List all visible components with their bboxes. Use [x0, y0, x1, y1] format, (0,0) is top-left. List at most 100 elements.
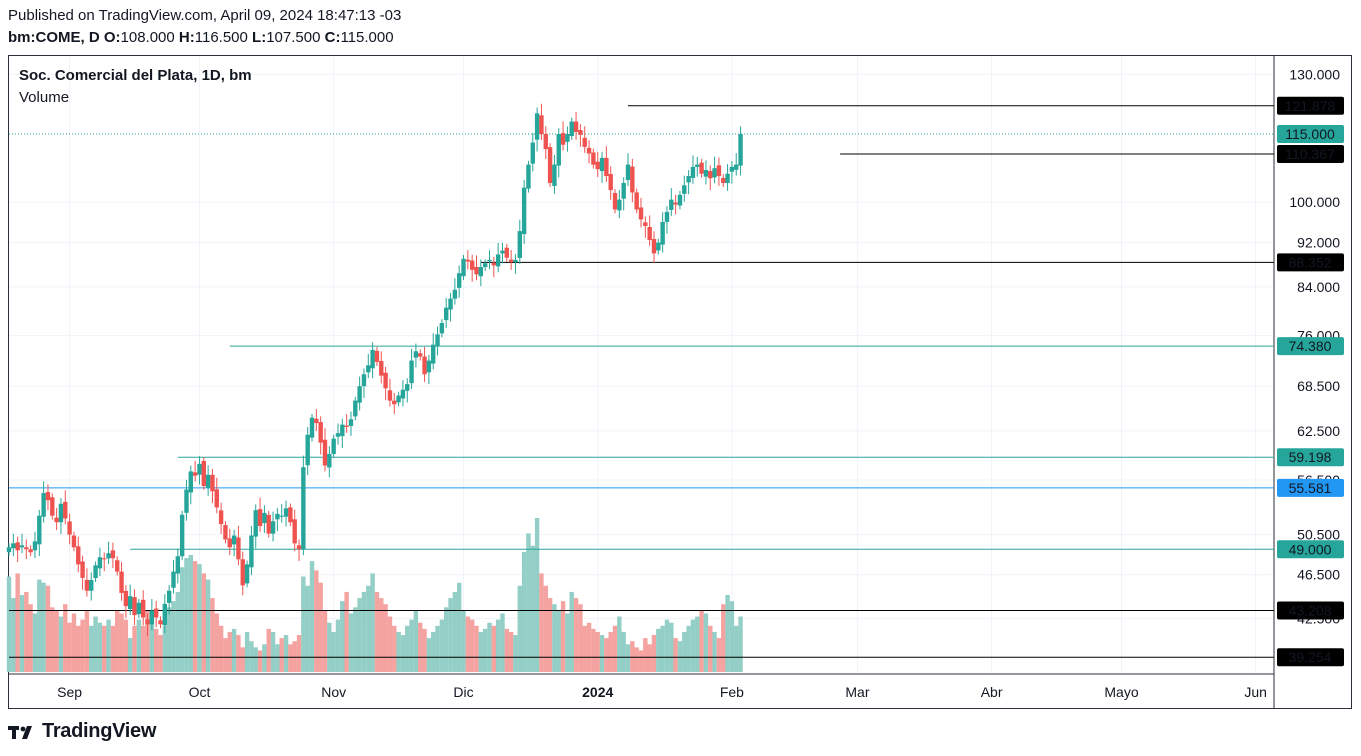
candle-body[interactable] — [478, 267, 484, 277]
candle-body[interactable] — [625, 164, 631, 181]
price-tag[interactable] — [1277, 96, 1344, 115]
candle-body[interactable] — [448, 298, 453, 310]
candle-body[interactable] — [11, 543, 16, 549]
candle-body[interactable] — [556, 134, 561, 166]
candle-body[interactable] — [582, 137, 587, 147]
candle-body[interactable] — [456, 273, 462, 288]
candle-body[interactable] — [331, 438, 336, 454]
candle-body[interactable] — [435, 334, 440, 346]
candle-body[interactable] — [366, 365, 371, 373]
candle-body[interactable] — [517, 231, 522, 258]
price-tag[interactable] — [1277, 253, 1344, 272]
candle-body[interactable] — [236, 537, 241, 560]
price-tag[interactable] — [1277, 337, 1344, 356]
candle-body[interactable] — [703, 170, 709, 177]
candle-body[interactable] — [677, 194, 683, 206]
candle-body[interactable] — [136, 602, 142, 615]
candle-body[interactable] — [71, 535, 77, 548]
candle-body[interactable] — [513, 259, 518, 263]
candle-body[interactable] — [495, 254, 501, 267]
candle-body[interactable] — [547, 147, 553, 183]
candle-body[interactable] — [634, 192, 639, 210]
candle-body[interactable] — [738, 134, 743, 166]
candle-body[interactable] — [301, 467, 306, 550]
candle-body[interactable] — [28, 549, 33, 553]
candle-body[interactable] — [422, 356, 427, 375]
price-tag[interactable] — [1277, 601, 1344, 620]
candle-body[interactable] — [560, 133, 566, 145]
candle-body[interactable] — [504, 247, 510, 258]
candle-body[interactable] — [482, 263, 488, 268]
candle-body[interactable] — [721, 177, 726, 183]
price-tag[interactable] — [1277, 448, 1344, 467]
candle-body[interactable] — [19, 545, 25, 548]
candle-body[interactable] — [426, 360, 432, 373]
candle-body[interactable] — [240, 559, 245, 586]
candle-body[interactable] — [461, 258, 466, 277]
candle-body[interactable] — [612, 192, 618, 210]
candle-body[interactable] — [734, 164, 739, 170]
candle-body[interactable] — [275, 513, 280, 520]
candle-body[interactable] — [413, 351, 419, 358]
candle-body[interactable] — [361, 374, 367, 387]
candle-body[interactable] — [586, 147, 592, 154]
candle-body[interactable] — [106, 553, 111, 559]
candle-body[interactable] — [647, 226, 652, 241]
candle-body[interactable] — [695, 164, 700, 167]
candle-body[interactable] — [327, 453, 332, 468]
candle-body[interactable] — [491, 262, 497, 266]
price-tag[interactable] — [1277, 478, 1344, 497]
candle-body[interactable] — [396, 395, 401, 403]
candle-body[interactable] — [539, 115, 544, 135]
candle-body[interactable] — [617, 199, 622, 211]
candle-body[interactable] — [119, 571, 124, 593]
candle-body[interactable] — [262, 512, 267, 524]
candle-body[interactable] — [15, 542, 20, 551]
candle-body[interactable] — [621, 182, 626, 199]
candle-body[interactable] — [344, 425, 349, 427]
candle-body[interactable] — [578, 129, 583, 135]
candle-body[interactable] — [474, 266, 479, 275]
candle-body[interactable] — [409, 360, 414, 384]
candle-body[interactable] — [296, 545, 302, 550]
candle-body[interactable] — [526, 164, 531, 189]
candle-body[interactable] — [383, 372, 388, 389]
candle-body[interactable] — [179, 514, 185, 557]
candle-body[interactable] — [93, 565, 98, 579]
candle-body[interactable] — [184, 489, 189, 513]
candle-body[interactable] — [487, 259, 492, 262]
candle-body[interactable] — [664, 211, 670, 222]
price-tag[interactable] — [1277, 145, 1344, 164]
candle-body[interactable] — [257, 509, 263, 526]
candle-body[interactable] — [431, 344, 436, 364]
candle-body[interactable] — [80, 561, 85, 578]
candle-body[interactable] — [591, 152, 596, 165]
candle-body[interactable] — [651, 239, 657, 254]
candle-body[interactable] — [45, 492, 51, 501]
candle-body[interactable] — [89, 580, 94, 591]
candle-body[interactable] — [253, 510, 258, 537]
candle-body[interactable] — [244, 564, 250, 584]
candle-body[interactable] — [128, 596, 133, 610]
candle-body[interactable] — [357, 386, 362, 403]
candle-body[interactable] — [712, 168, 717, 178]
candle-body[interactable] — [214, 489, 219, 508]
candle-body[interactable] — [322, 439, 328, 466]
candle-body[interactable] — [643, 222, 648, 227]
candle-body[interactable] — [140, 599, 146, 618]
candle-body[interactable] — [690, 166, 696, 178]
candle-body[interactable] — [508, 259, 514, 263]
candle-body[interactable] — [205, 474, 211, 488]
candle-body[interactable] — [638, 207, 644, 220]
candle-body[interactable] — [149, 610, 155, 625]
candle-body[interactable] — [439, 322, 445, 334]
candle-body[interactable] — [58, 503, 64, 523]
candle-body[interactable] — [166, 590, 172, 603]
candle-body[interactable] — [660, 221, 665, 245]
candle-body[interactable] — [725, 173, 730, 183]
candle-body[interactable] — [63, 501, 68, 519]
candle-body[interactable] — [686, 176, 691, 183]
candle-body[interactable] — [699, 162, 704, 174]
candle-body[interactable] — [158, 620, 163, 625]
candle-body[interactable] — [405, 384, 410, 391]
